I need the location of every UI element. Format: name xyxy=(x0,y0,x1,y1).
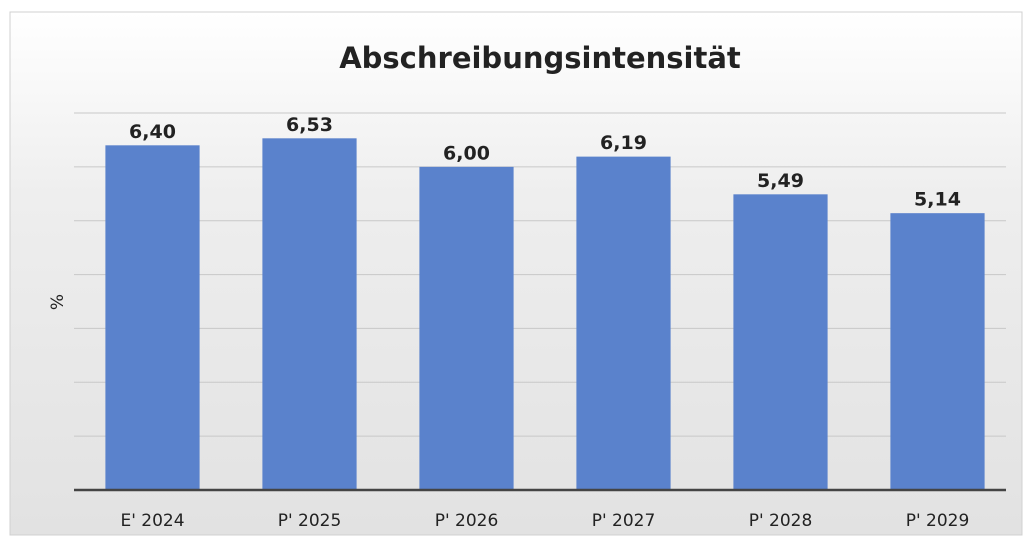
data-label: 6,19 xyxy=(600,132,647,154)
bar xyxy=(419,166,514,490)
x-tick-label: P' 2025 xyxy=(278,511,342,531)
chart-title: Abschreibungsintensität xyxy=(339,41,741,75)
bar xyxy=(576,156,671,491)
data-label: 5,14 xyxy=(914,189,961,211)
bar xyxy=(262,138,357,490)
bar xyxy=(105,145,200,491)
x-tick-label: E' 2024 xyxy=(120,511,184,531)
bar xyxy=(890,213,985,490)
data-label: 6,00 xyxy=(443,142,490,164)
x-tick-label: P' 2026 xyxy=(435,511,499,531)
data-label: 6,53 xyxy=(286,114,333,136)
y-axis-label: % xyxy=(48,294,68,310)
data-label: 5,49 xyxy=(757,170,804,192)
x-tick-label: P' 2028 xyxy=(749,511,813,531)
bar xyxy=(733,194,828,490)
x-tick-label: P' 2027 xyxy=(592,511,656,531)
x-tick-label: P' 2029 xyxy=(906,511,970,531)
data-label: 6,40 xyxy=(129,121,176,143)
